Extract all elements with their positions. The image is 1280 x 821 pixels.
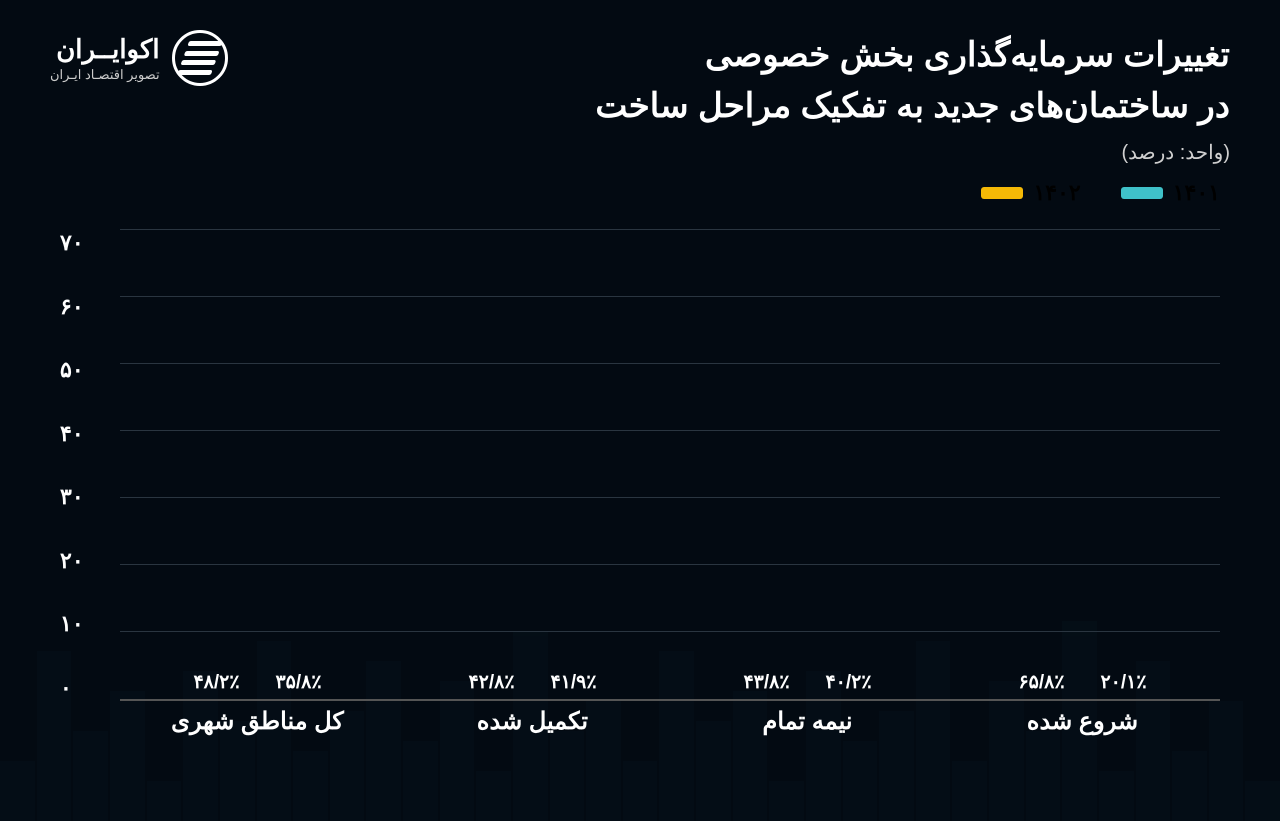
header: تغییرات سرمایه‌گذاری بخش خصوصی در ساختما… bbox=[50, 30, 1230, 165]
gridline bbox=[120, 631, 1220, 632]
gridline bbox=[120, 363, 1220, 364]
bar-value-label: ۳۵/۸٪ bbox=[275, 671, 321, 694]
x-category-label: نیمه تمام bbox=[708, 707, 908, 736]
bar-value-label: ۴۰/۲٪ bbox=[825, 671, 871, 694]
legend-label: ۱۴۰۲ bbox=[1033, 180, 1080, 206]
y-tick: ۵۰ bbox=[60, 357, 110, 383]
gridline bbox=[120, 296, 1220, 297]
legend-swatch-icon bbox=[1121, 187, 1163, 199]
chart-title-line2: در ساختمان‌های جدید به تفکیک مراحل ساخت bbox=[595, 81, 1230, 132]
brand-logo-icon bbox=[172, 30, 228, 86]
chart-title-line1: تغییرات سرمایه‌گذاری بخش خصوصی bbox=[595, 30, 1230, 81]
bar-value-label: ۶۵/۸٪ bbox=[1018, 671, 1064, 694]
x-axis-labels: شروع شده نیمه تمام تکمیل شده کل مناطق شهری bbox=[120, 701, 1220, 741]
y-tick: ۴۰ bbox=[60, 421, 110, 447]
brand-tagline: تصویر اقتصـاد ایـران bbox=[50, 67, 160, 83]
x-category-label: کل مناطق شهری bbox=[158, 707, 358, 736]
y-tick: ۰ bbox=[60, 675, 110, 701]
legend-swatch-icon bbox=[981, 187, 1023, 199]
y-tick: ۷۰ bbox=[60, 230, 110, 256]
legend: ۱۴۰۱ ۱۴۰۲ bbox=[981, 180, 1220, 206]
y-axis: ۰ ۱۰ ۲۰ ۳۰ ۴۰ ۵۰ ۶۰ ۷۰ bbox=[60, 230, 110, 701]
x-category-label: تکمیل شده bbox=[433, 707, 633, 736]
chart-area: ۰ ۱۰ ۲۰ ۳۰ ۴۰ ۵۰ ۶۰ ۷۰ ۲۰/۱٪ ۶۵/۸٪ ۴۰/۲٪ ۴۳/۸٪ ۴۱/۹… bbox=[60, 230, 1220, 741]
legend-item-1402: ۱۴۰۲ bbox=[981, 180, 1080, 206]
bar-value-label: ۴۲/۸٪ bbox=[468, 671, 514, 694]
legend-label: ۱۴۰۱ bbox=[1173, 180, 1220, 206]
bar-value-label: ۴۱/۹٪ bbox=[550, 671, 596, 694]
brand-text: اکوایــران تصویر اقتصـاد ایـران bbox=[50, 34, 160, 83]
y-tick: ۱۰ bbox=[60, 611, 110, 637]
bar-value-label: ۴۸/۲٪ bbox=[193, 671, 239, 694]
y-tick: ۶۰ bbox=[60, 294, 110, 320]
bar-value-label: ۴۳/۸٪ bbox=[743, 671, 789, 694]
x-category-label: شروع شده bbox=[983, 707, 1183, 736]
y-tick: ۲۰ bbox=[60, 548, 110, 574]
gridline bbox=[120, 497, 1220, 498]
brand-name: اکوایــران bbox=[50, 34, 160, 65]
brand: اکوایــران تصویر اقتصـاد ایـران bbox=[50, 30, 228, 86]
bar-groups: ۲۰/۱٪ ۶۵/۸٪ ۴۰/۲٪ ۴۳/۸٪ ۴۱/۹٪ ۴۲/۸٪ ۳۵/۸٪ ۴۸/۲٪ bbox=[120, 230, 1220, 699]
legend-item-1401: ۱۴۰۱ bbox=[1121, 180, 1220, 206]
chart-subtitle: (واحد: درصد) bbox=[595, 140, 1230, 165]
gridline bbox=[120, 229, 1220, 230]
gridline bbox=[120, 430, 1220, 431]
title-block: تغییرات سرمایه‌گذاری بخش خصوصی در ساختما… bbox=[595, 30, 1230, 165]
y-tick: ۳۰ bbox=[60, 484, 110, 510]
gridline bbox=[120, 564, 1220, 565]
bar-value-label: ۲۰/۱٪ bbox=[1100, 671, 1146, 694]
plot: ۲۰/۱٪ ۶۵/۸٪ ۴۰/۲٪ ۴۳/۸٪ ۴۱/۹٪ ۴۲/۸٪ ۳۵/۸٪ ۴۸/۲٪ bbox=[120, 230, 1220, 701]
